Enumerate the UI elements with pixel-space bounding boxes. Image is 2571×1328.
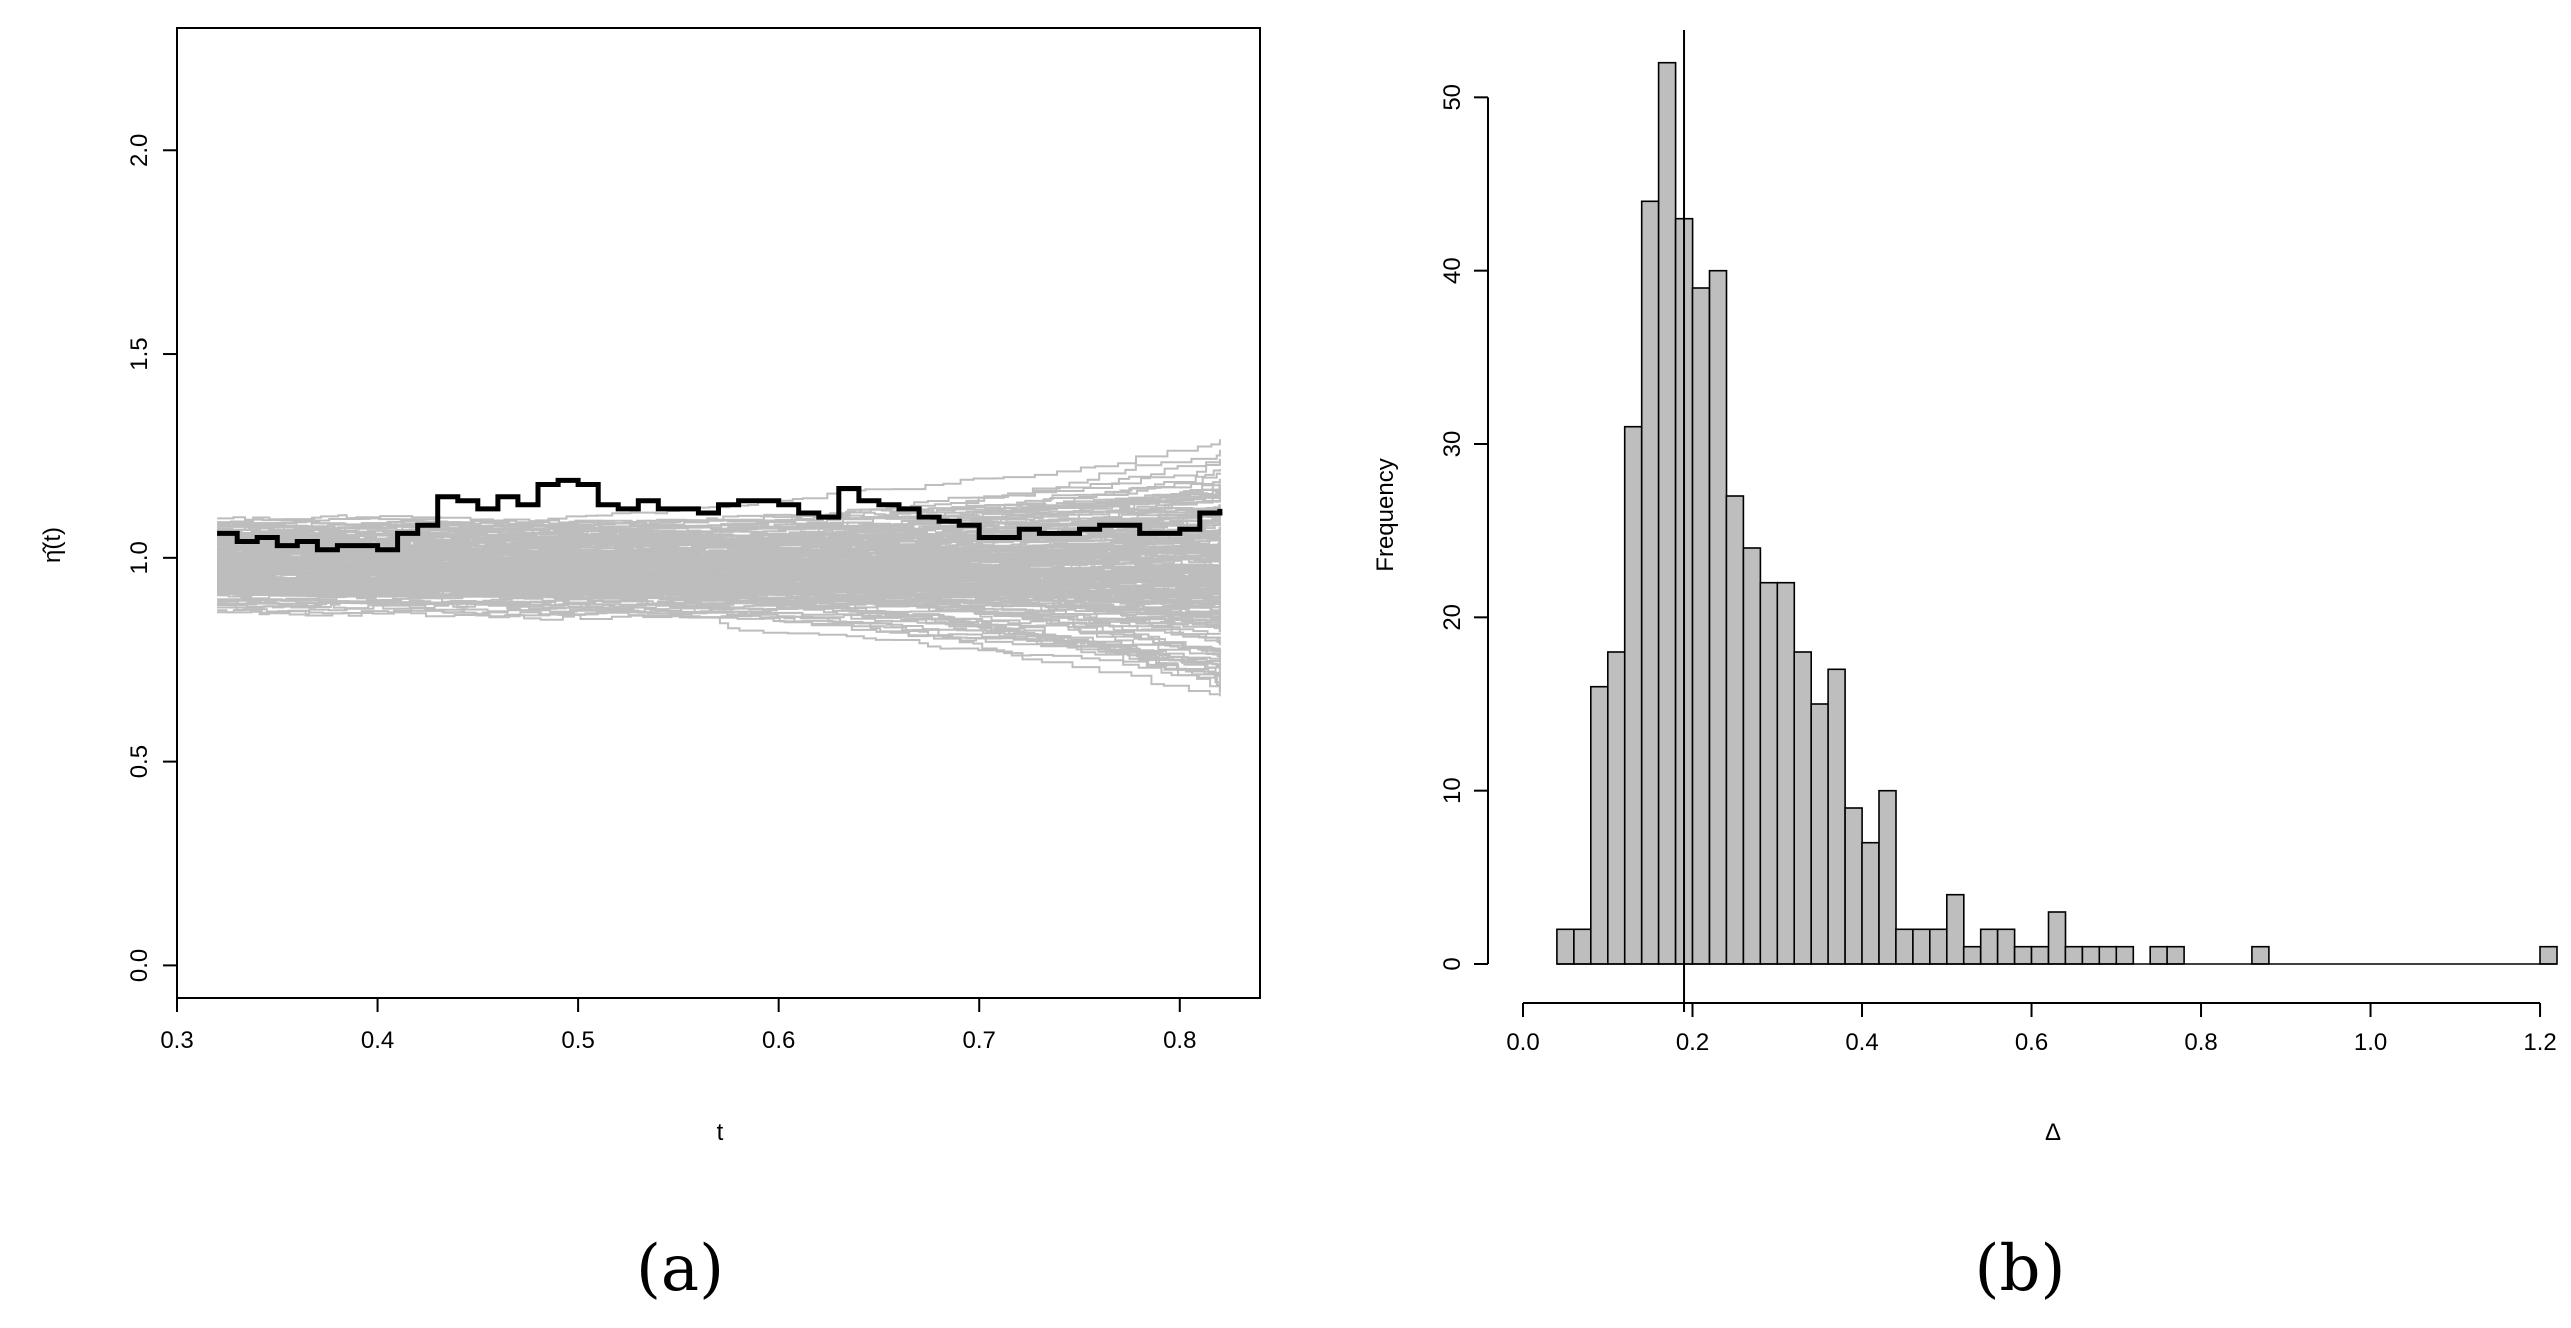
panel-b-y-ticks: 0 10 20 30 40 50 [1439, 84, 1489, 971]
histogram-bar [1640, 200, 1660, 965]
panel-a-y-tick-label: 1.0 [126, 541, 153, 574]
bootstrap-curve [217, 604, 1221, 626]
panel-a-x-tick-label: 0.5 [561, 1027, 594, 1054]
panel-a-y-tick-label: 2.0 [126, 134, 153, 167]
panel-a-x-axis-title: t [717, 1119, 724, 1146]
panel-b-x-tick-label: 0.4 [1845, 1029, 1878, 1056]
histogram-bar [2030, 945, 2050, 965]
histogram-bar [1844, 807, 1863, 965]
panel-a-y-ticks: 0.0 0.5 1.0 1.5 2.0 [126, 134, 177, 982]
histogram-bar [1878, 789, 1897, 965]
panel-b-x-axis-title: Δ [2045, 1119, 2061, 1146]
histogram-bar [1691, 287, 1711, 965]
estimate-curve [217, 477, 1223, 553]
panel-b-label: (b) [1975, 1232, 2066, 1306]
histogram-bar [1708, 269, 1728, 965]
bootstrap-curve [217, 488, 1221, 554]
histogram-bar [2166, 945, 2185, 965]
panel-b-y-tick-label: 10 [1439, 777, 1466, 804]
panel-a-label: (a) [636, 1232, 724, 1306]
panel-a-y-axis-title: η̂(t) [39, 527, 66, 563]
panel-a-y-tick-label: 0.5 [126, 745, 153, 778]
panel-a-y-tick-label: 1.5 [126, 337, 153, 370]
panel-b-x-ticks: 0.0 0.2 0.4 0.6 0.8 1.0 1.2 [1506, 1002, 2557, 1056]
bootstrap-curve [217, 573, 1221, 668]
panel-a-x-tick-label: 0.8 [1163, 1027, 1196, 1054]
panel-a-plot-frame [176, 27, 1261, 999]
panel-a-x-ticks: 0.3 0.4 0.5 0.6 0.7 0.8 [160, 998, 1196, 1054]
panel-b-y-axis-title: Frequency [1372, 458, 1399, 571]
bootstrap-curve [217, 535, 1221, 549]
bootstrap-curve [217, 567, 1221, 609]
panel-b-y-tick-label: 0 [1439, 957, 1466, 970]
panel-a-line-chart: 0.3 0.4 0.5 0.6 0.7 0.8 0.0 0.5 1.0 1.5 2.0 t η̂(… [39, 27, 1261, 1306]
panel-b-x-tick-label: 0.6 [2015, 1029, 2048, 1056]
panel-b-x-tick-label: 1.2 [2523, 1029, 2556, 1056]
histogram-bar [2013, 945, 2033, 965]
histogram-bar [1590, 685, 1609, 965]
panel-a-x-tick-label: 0.7 [963, 1027, 996, 1054]
histogram-bar [2047, 911, 2067, 965]
histogram-bar [1827, 668, 1846, 965]
histogram-bar [1929, 928, 1948, 965]
bootstrap-curve [217, 492, 1221, 533]
histogram-bar [2081, 945, 2101, 965]
histogram-bar [1793, 651, 1812, 965]
histogram-bars [1556, 61, 2558, 965]
histogram-bar [1946, 893, 1965, 965]
bootstrap-curve [217, 549, 1221, 591]
estimate-line [217, 477, 1223, 553]
histogram-bar [1759, 581, 1779, 965]
panel-b-y-tick-label: 40 [1439, 257, 1466, 284]
histogram-bar [1573, 928, 1592, 965]
bootstrap-curve [217, 582, 1221, 619]
histogram-bar [1962, 945, 1982, 965]
panel-a-x-tick-label: 0.3 [160, 1027, 193, 1054]
bootstrap-curve [217, 600, 1221, 660]
histogram-bar [1776, 581, 1796, 965]
panel-a-y-tick-label: 0.0 [126, 949, 153, 982]
histogram-bar [1810, 703, 1829, 965]
histogram-bar [1556, 928, 1575, 965]
panel-b-histogram: 0.0 0.2 0.4 0.6 0.8 1.0 1.2 0 10 20 30 40 50 Δ Freq… [1372, 30, 2558, 1306]
panel-b-y-tick-label: 30 [1439, 431, 1466, 458]
bootstrap-curve [217, 578, 1221, 598]
histogram-bar [1657, 61, 1677, 965]
histogram-bar [2149, 945, 2168, 965]
panel-b-x-tick-label: 0.8 [2184, 1029, 2217, 1056]
histogram-bar [1912, 928, 1931, 965]
panel-b-y-tick-label: 50 [1439, 84, 1466, 111]
bootstrap-curve [217, 529, 1221, 586]
histogram-bar [2115, 945, 2135, 965]
histogram-bar [1861, 841, 1880, 965]
histogram-bar [2064, 945, 2084, 965]
histogram-bar [1725, 495, 1745, 965]
histogram-bar [1607, 651, 1626, 965]
panel-b-y-tick-label: 20 [1439, 604, 1466, 631]
histogram-bar [2539, 945, 2558, 965]
histogram-bar [1742, 547, 1762, 965]
bootstrap-curve [217, 582, 1221, 601]
histogram-bar [2098, 945, 2118, 965]
bootstrap-curve [217, 546, 1221, 574]
histogram-bar [1895, 928, 1914, 965]
bootstrap-curves [217, 439, 1221, 697]
histogram-bar [1979, 928, 1999, 965]
histogram-bar [2251, 945, 2270, 965]
panel-a-x-tick-label: 0.6 [762, 1027, 795, 1054]
bootstrap-curve [217, 566, 1221, 590]
panel-b-x-tick-label: 1.0 [2354, 1029, 2387, 1056]
panel-a-x-tick-label: 0.4 [361, 1027, 394, 1054]
panel-b-x-tick-label: 0.0 [1506, 1029, 1539, 1056]
bootstrap-curve [217, 579, 1221, 691]
histogram-bar [1996, 928, 2016, 965]
histogram-bar [1623, 425, 1643, 965]
panel-b-x-tick-label: 0.2 [1676, 1029, 1709, 1056]
